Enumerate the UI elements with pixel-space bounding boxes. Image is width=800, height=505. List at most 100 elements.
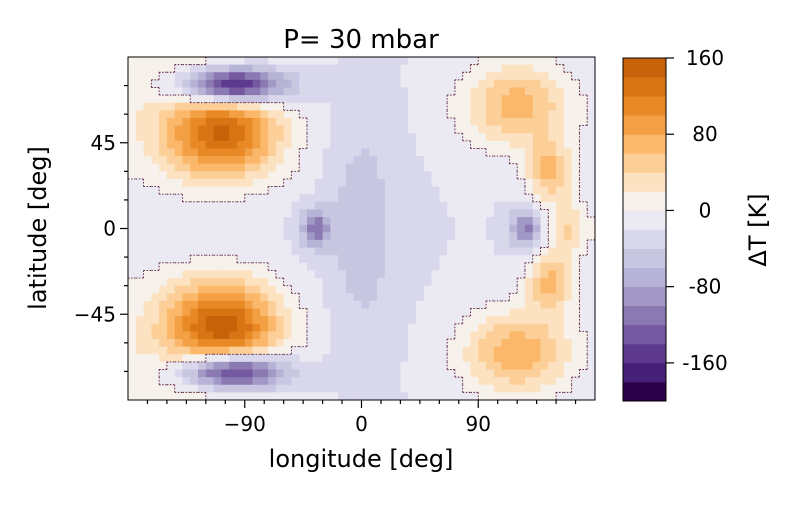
field-cell (571, 87, 581, 96)
field-cell (291, 117, 300, 127)
field-cell (322, 224, 331, 233)
field-cell (345, 369, 355, 378)
field-cell (408, 316, 417, 325)
field-cell (353, 270, 363, 279)
field-cell (408, 140, 417, 150)
field-cell (478, 323, 487, 332)
field-cell (431, 72, 440, 81)
field-cell (524, 148, 534, 157)
field-cell (486, 148, 495, 157)
field-cell (423, 156, 433, 165)
field-cell (291, 186, 300, 195)
field-cell (454, 110, 464, 119)
field-cell (190, 117, 199, 127)
field-cell (509, 384, 518, 393)
field-cell (291, 171, 300, 180)
field-cell (361, 232, 370, 241)
field-cell (548, 217, 557, 226)
field-cell (345, 392, 355, 400)
field-cell (244, 102, 254, 111)
field-cell (447, 148, 456, 157)
field-cell (268, 377, 277, 386)
field-cell (338, 300, 347, 310)
field-cell (236, 79, 246, 89)
field-cell (128, 316, 137, 325)
field-cell (478, 87, 487, 96)
field-cell (143, 186, 152, 195)
field-cell (470, 72, 479, 81)
field-cell (400, 377, 409, 386)
field-cell (299, 262, 308, 272)
field-cell (540, 171, 549, 180)
field-cell (275, 171, 285, 180)
field-cell (182, 300, 191, 310)
field-cell (361, 285, 370, 294)
field-cell (509, 140, 518, 150)
field-cell (431, 369, 440, 378)
field-cell (182, 133, 191, 142)
field-cell (128, 255, 137, 264)
field-cell (190, 262, 199, 272)
field-cell (182, 79, 191, 89)
field-cell (198, 186, 207, 195)
field-cell (330, 346, 339, 355)
field-cell (260, 148, 269, 157)
field-cell (322, 384, 331, 393)
field-cell (283, 217, 293, 226)
field-cell (369, 384, 378, 393)
field-cell (439, 262, 448, 272)
field-cell (268, 285, 277, 294)
field-cell (377, 133, 386, 142)
field-cell (244, 79, 254, 89)
field-cell (338, 178, 347, 188)
field-cell (307, 323, 316, 332)
field-cell (143, 323, 152, 332)
field-cell (408, 117, 417, 127)
field-cell (400, 133, 409, 142)
field-cell (439, 224, 448, 233)
field-cell (314, 278, 324, 287)
field-cell (462, 224, 472, 233)
field-cell (190, 79, 199, 89)
field-cell (540, 384, 549, 393)
field-cell (563, 178, 573, 188)
field-cell (478, 308, 487, 317)
field-cell (143, 140, 152, 150)
field-cell (478, 72, 487, 81)
field-cell (415, 369, 425, 378)
field-cell (229, 72, 238, 81)
field-cell (338, 133, 347, 142)
field-cell (415, 377, 425, 386)
field-cell (345, 110, 355, 119)
field-cell (384, 102, 394, 111)
field-cell (314, 72, 324, 81)
field-cell (563, 72, 573, 81)
field-cell (501, 72, 510, 81)
field-cell (322, 209, 331, 218)
field-cell (221, 57, 230, 66)
field-cell (517, 232, 526, 241)
colorbar-swatch (623, 134, 666, 154)
field-cell (307, 64, 316, 73)
field-cell (392, 224, 402, 233)
field-cell (345, 232, 355, 241)
field-cell (548, 285, 557, 294)
field-cell (182, 278, 191, 287)
field-cell (135, 64, 145, 73)
field-cell (128, 262, 137, 272)
field-cell (198, 323, 207, 332)
field-cell (486, 64, 495, 73)
field-cell (252, 64, 261, 73)
field-cell (493, 79, 503, 89)
x-tick-label: 90 (466, 412, 491, 436)
colorbar-swatch (623, 191, 666, 211)
field-cell (400, 239, 409, 249)
field-cell (198, 148, 207, 157)
field-cell (563, 346, 573, 355)
field-cell (198, 64, 207, 73)
field-cell (532, 369, 542, 378)
field-cell (275, 384, 285, 393)
field-cell (447, 278, 456, 287)
field-cell (307, 270, 316, 279)
field-cell (478, 117, 487, 127)
